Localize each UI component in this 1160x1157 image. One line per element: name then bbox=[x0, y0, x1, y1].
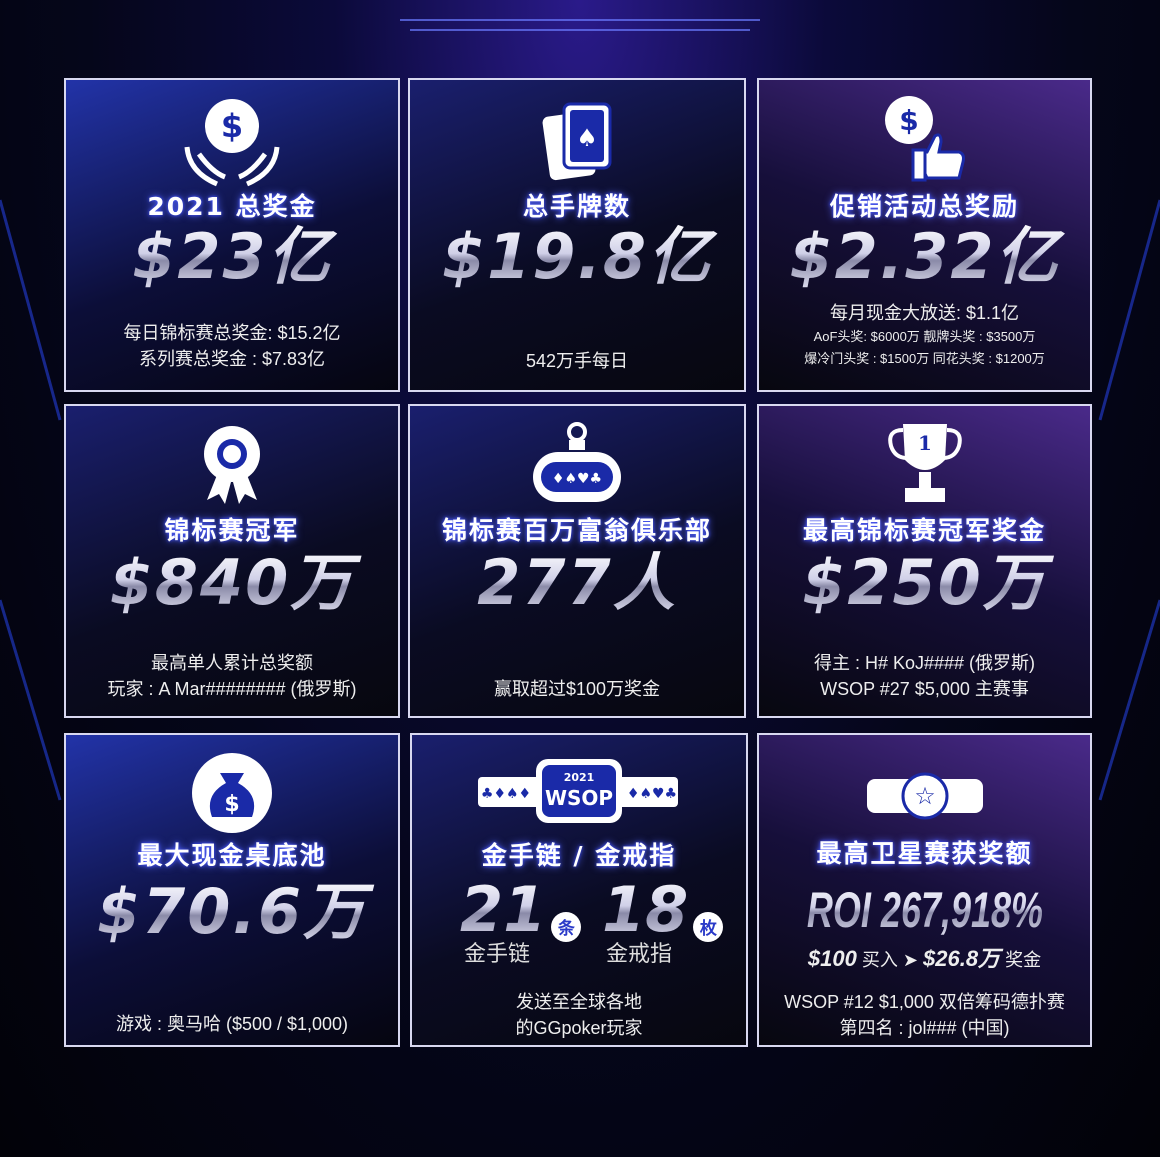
card-value: $2.32亿 bbox=[759, 222, 1090, 292]
card-details: 542万手每日 bbox=[410, 348, 744, 374]
card-promotions: $ 促销活动总奖励 $2.32亿 每月现金大放送: $1.1亿 AoF头奖: $… bbox=[757, 78, 1092, 392]
card-satellite-roi: ☆ 最高卫星赛获奖额 ROI 267,918% $100 买入 ➤ $26.8万… bbox=[757, 733, 1092, 1047]
buyin-amount: $100 bbox=[807, 946, 857, 971]
money-hands-icon: $ bbox=[184, 99, 280, 187]
card-details: 最高单人累计总奖额 玩家 : A Mar######## (俄罗斯) bbox=[66, 650, 398, 702]
detail-line: 玩家 : A Mar######## (俄罗斯) bbox=[107, 679, 357, 699]
card-title: 最高卫星赛获奖额 bbox=[816, 839, 1033, 868]
card-bracelets-rings: ♣♦♠♦ ♦♠♥♣ 2021 WSOP 金手链 / 金戒指 21 条 金手链 1… bbox=[410, 733, 748, 1047]
trophy-icon: 1 bbox=[887, 424, 962, 502]
money-bag-icon: $ bbox=[192, 753, 272, 833]
detail-line: 爆冷门头奖 : $1500万 同花头奖 : $1200万 bbox=[804, 351, 1045, 366]
card-total-prize: $ 2021 总奖金 $23亿 每日锦标赛总奖金: $15.2亿 系列赛总奖金 … bbox=[64, 78, 400, 392]
card-title: 锦标赛冠军 bbox=[164, 516, 300, 545]
card-value: ROI 267,918% bbox=[806, 882, 1043, 938]
card-details: 发送至全球各地 的GGpoker玩家 bbox=[412, 989, 746, 1041]
svg-text:$: $ bbox=[899, 104, 918, 137]
card-millionaire-club: ♦♠♥♣ 锦标赛百万富翁俱乐部 277人 赢取超过$100万奖金 bbox=[408, 404, 746, 718]
detail-line: 发送至全球各地 bbox=[516, 992, 642, 1012]
award-medal-icon bbox=[204, 426, 260, 504]
card-value: 277人 bbox=[410, 548, 744, 618]
card-details: 每日锦标赛总奖金: $15.2亿 系列赛总奖金 : $7.83亿 bbox=[66, 320, 398, 372]
dollar-thumbs-up-icon: $ bbox=[884, 96, 965, 182]
detail-line: 最高单人累计总奖额 bbox=[151, 653, 313, 673]
stat-unit: 枚 bbox=[693, 911, 724, 942]
card-title: 最高锦标赛冠军奖金 bbox=[802, 516, 1046, 545]
svg-text:$: $ bbox=[224, 792, 239, 817]
svg-text:♠: ♠ bbox=[576, 124, 598, 152]
stat-rings: 18 枚 bbox=[602, 873, 724, 946]
card-details: 游戏 : 奥马哈 ($500 / $1,000) bbox=[66, 1011, 398, 1037]
wsop-bracelet-icon: ♣♦♠♦ ♦♠♥♣ 2021 WSOP bbox=[478, 759, 678, 823]
svg-text:♦♠♥♣: ♦♠♥♣ bbox=[627, 786, 677, 802]
card-details: WSOP #12 $1,000 双倍筹码德扑赛 第四名 : jol### (中国… bbox=[759, 989, 1090, 1041]
detail-line: WSOP #27 $5,000 主赛事 bbox=[820, 679, 1029, 699]
svg-text:WSOP: WSOP bbox=[545, 786, 613, 810]
detail-line: 每月现金大放送: $1.1亿 bbox=[829, 303, 1020, 323]
card-details: 每月现金大放送: $1.1亿 AoF头奖: $6000万 靓牌头奖 : $350… bbox=[759, 300, 1090, 370]
svg-text:2021: 2021 bbox=[564, 771, 595, 784]
card-value: $70.6万 bbox=[66, 877, 398, 947]
card-biggest-cash-pot: $ 最大现金桌底池 $70.6万 游戏 : 奥马哈 ($500 / $1,000… bbox=[64, 733, 400, 1047]
buyin-label: 买入 bbox=[861, 950, 898, 970]
stat-unit: 条 bbox=[551, 911, 582, 942]
card-value: $840万 bbox=[66, 548, 398, 618]
card-details: 赢取超过$100万奖金 bbox=[410, 676, 744, 702]
detail-line: 系列赛总奖金 : $7.83亿 bbox=[138, 349, 326, 369]
detail-line: 游戏 : 奥马哈 ($500 / $1,000) bbox=[115, 1014, 349, 1034]
detail-line: 第四名 : jol### (中国) bbox=[839, 1018, 1010, 1038]
stat-value: 21 bbox=[460, 873, 547, 946]
stat-label: 金戒指 bbox=[606, 941, 673, 966]
card-value: $23亿 bbox=[66, 222, 398, 292]
svg-text:♣♦♠♦: ♣♦♠♦ bbox=[481, 786, 531, 802]
detail-line: 542万手每日 bbox=[525, 351, 629, 371]
card-title: 最大现金桌底池 bbox=[137, 841, 327, 870]
detail-line: 得主 : H# KoJ#### (俄罗斯) bbox=[813, 653, 1036, 673]
card-total-hands: ♠ 总手牌数 $19.8亿 542万手每日 bbox=[408, 78, 746, 392]
stat-label: 金手链 bbox=[464, 941, 531, 966]
detail-line: 赢取超过$100万奖金 bbox=[493, 679, 661, 699]
playing-cards-icon: ♠ bbox=[542, 102, 612, 181]
card-details: 得主 : H# KoJ#### (俄罗斯) WSOP #27 $5,000 主赛… bbox=[759, 650, 1090, 702]
svg-text:☆: ☆ bbox=[914, 782, 936, 810]
poker-table-icon: ♦♠♥♣ bbox=[533, 422, 621, 502]
card-top-champion-prize: 1 最高锦标赛冠军奖金 $250万 得主 : H# KoJ#### (俄罗斯) … bbox=[757, 404, 1092, 718]
buyin-to-prize: $100 买入 ➤ $26.8万 奖金 bbox=[759, 945, 1090, 974]
card-title: 金手链 / 金戒指 bbox=[481, 841, 677, 870]
star-belt-icon: ☆ bbox=[866, 772, 983, 820]
card-title: 锦标赛百万富翁俱乐部 bbox=[441, 516, 712, 545]
card-value: $19.8亿 bbox=[410, 222, 744, 292]
svg-text:1: 1 bbox=[918, 431, 932, 455]
card-value: $250万 bbox=[759, 548, 1090, 618]
card-title: 促销活动总奖励 bbox=[829, 192, 1019, 221]
stat-value: 18 bbox=[602, 873, 689, 946]
detail-line: WSOP #12 $1,000 双倍筹码德扑赛 bbox=[784, 992, 1065, 1012]
stat-bracelets: 21 条 bbox=[460, 873, 582, 946]
prize-amount: $26.8万 bbox=[923, 946, 1001, 971]
card-tournament-champion: 锦标赛冠军 $840万 最高单人累计总奖额 玩家 : A Mar########… bbox=[64, 404, 400, 718]
detail-line: AoF头奖: $6000万 靓牌头奖 : $3500万 bbox=[813, 329, 1036, 344]
detail-line: 每日锦标赛总奖金: $15.2亿 bbox=[123, 323, 341, 343]
detail-line: 的GGpoker玩家 bbox=[515, 1018, 643, 1038]
svg-text:$: $ bbox=[221, 107, 243, 145]
card-title: 2021 总奖金 bbox=[147, 192, 317, 221]
arrow-icon: ➤ bbox=[902, 950, 918, 970]
prize-label: 奖金 bbox=[1005, 950, 1042, 970]
card-title: 总手牌数 bbox=[522, 192, 631, 221]
svg-text:♦♠♥♣: ♦♠♥♣ bbox=[552, 471, 602, 487]
